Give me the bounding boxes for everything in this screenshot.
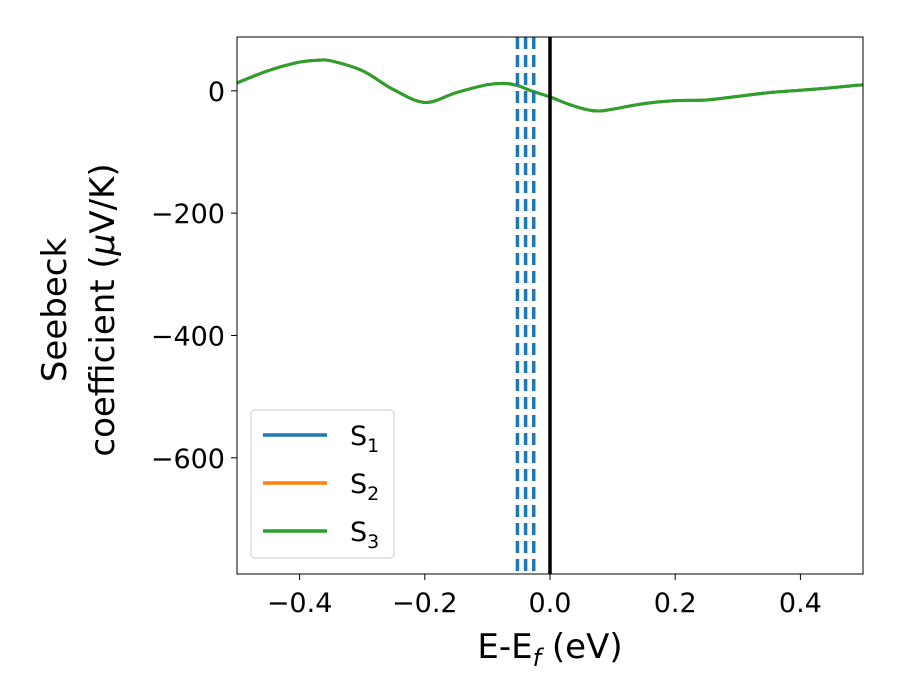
x-axis-title-tail: (eV) — [541, 627, 623, 667]
x-axis-title: E-Ef (eV) — [477, 627, 622, 672]
y-axis-title-line2: coefficient (μV/K) — [83, 163, 123, 456]
y-axis-title: Seebeck coefficient (μV/K) — [35, 163, 123, 456]
y-axis-ticks: 0 −200 −400 −600 — [151, 77, 237, 475]
y-axis-title-line2-pre: coefficient ( — [83, 255, 123, 456]
series-layer — [237, 58, 863, 113]
x-tick-label: 0.4 — [779, 588, 822, 619]
x-axis-ticks: −0.4 −0.2 0.0 0.2 0.4 — [267, 574, 822, 619]
y-axis-title-line2-post: V/K) — [83, 163, 123, 233]
series-line-3 — [237, 58, 863, 113]
legend-label-1: S1 — [350, 421, 379, 457]
legend: S1 S2 S3 — [250, 409, 395, 559]
x-axis-title-main: E-E — [477, 627, 532, 667]
y-tick-label: −200 — [151, 199, 225, 230]
x-tick-label: −0.4 — [267, 588, 333, 619]
x-tick-label: 0.2 — [654, 588, 697, 619]
y-tick-label: −600 — [151, 444, 225, 475]
x-tick-label: 0.0 — [529, 588, 572, 619]
x-tick-label: −0.2 — [392, 588, 458, 619]
y-tick-label: −400 — [151, 321, 225, 352]
y-axis-title-line1: Seebeck — [35, 238, 75, 383]
legend-items: S1 S2 S3 — [263, 421, 379, 553]
legend-label-2: S2 — [350, 469, 379, 505]
legend-label-3: S3 — [350, 517, 379, 553]
y-tick-label: 0 — [208, 77, 225, 108]
y-axis-title-mu: μ — [83, 234, 123, 257]
vertical-line-layer — [515, 37, 552, 574]
